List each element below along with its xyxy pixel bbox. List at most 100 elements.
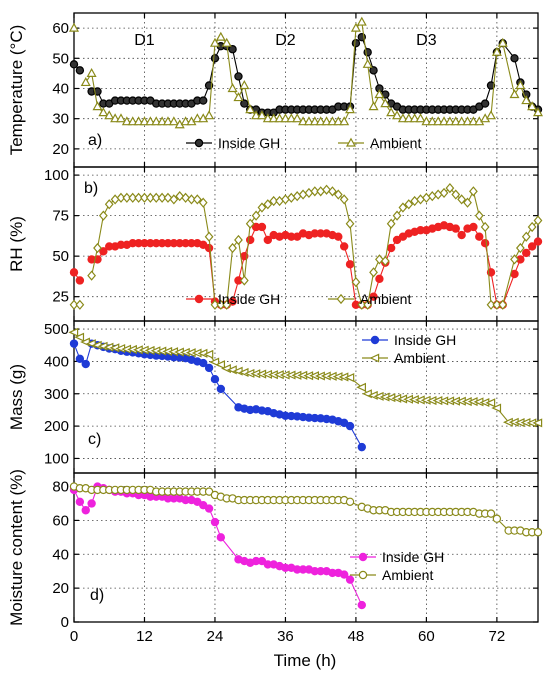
data-point: [457, 230, 466, 240]
legend-label: Ambient: [370, 135, 421, 151]
data-point: [333, 189, 343, 200]
data-point: [485, 110, 497, 120]
data-point: [357, 442, 366, 452]
data-point: [510, 269, 519, 279]
panel-d: 0 20 40 60 80 Moisture content (%) d) Inside GH…: [7, 469, 543, 645]
legend-swatch-marker: [345, 137, 357, 147]
data-point: [457, 194, 467, 205]
data-point: [216, 384, 226, 394]
data-point: [92, 101, 103, 111]
data-point: [339, 194, 349, 205]
data-point: [269, 195, 279, 207]
data-point: [486, 299, 496, 310]
data-point: [380, 98, 391, 108]
legend-swatch-marker: [194, 294, 204, 304]
panel-label: a): [88, 132, 102, 149]
x-tick-label: 36: [277, 628, 294, 645]
data-point: [357, 600, 366, 610]
y-tick-label: 30: [52, 111, 69, 128]
data-point: [98, 107, 109, 117]
legend-swatch-marker: [358, 570, 368, 580]
plot-frame: [73, 320, 539, 474]
data-point: [533, 528, 543, 537]
data-point: [87, 499, 96, 508]
data-point: [427, 116, 438, 126]
data-point: [386, 243, 396, 253]
data-point: [286, 113, 297, 123]
data-point: [480, 238, 490, 248]
data-point: [181, 192, 190, 203]
data-point: [99, 247, 108, 256]
data-point: [298, 116, 309, 126]
data-point: [75, 276, 85, 285]
plot-frame: [73, 472, 539, 623]
panel-label: b): [84, 180, 98, 197]
data-point: [369, 292, 378, 301]
data-point: [433, 189, 443, 200]
data-point: [215, 360, 226, 370]
data-point: [162, 116, 173, 126]
data-point: [532, 418, 543, 428]
data-point: [445, 182, 455, 194]
x-tick-label: 48: [348, 628, 365, 645]
data-point: [228, 297, 237, 306]
legend-swatch-marker: [370, 335, 380, 345]
data-point: [369, 66, 378, 75]
data-point: [397, 113, 408, 123]
data-point: [469, 186, 478, 197]
data-point: [98, 210, 108, 221]
data-point: [532, 107, 544, 117]
data-point: [334, 232, 343, 241]
data-point: [75, 497, 85, 506]
data-point: [480, 99, 490, 108]
data-point: [204, 363, 214, 373]
day-label: D2: [275, 32, 296, 49]
data-point: [145, 116, 156, 126]
data-point: [199, 96, 208, 105]
data-point: [87, 270, 97, 281]
data-point: [245, 218, 255, 229]
data-point: [475, 232, 484, 241]
data-point: [398, 202, 408, 213]
data-point: [350, 22, 361, 32]
x-tick-label: 24: [207, 628, 224, 645]
data-point: [515, 80, 526, 90]
data-point: [450, 116, 461, 126]
data-point: [386, 218, 396, 229]
data-point: [356, 16, 367, 26]
data-point: [140, 192, 149, 203]
data-point: [281, 194, 290, 205]
data-point: [356, 382, 366, 392]
data-point: [110, 194, 120, 205]
data-point: [240, 99, 249, 108]
data-point: [485, 398, 496, 408]
data-point: [145, 192, 155, 203]
data-point: [409, 113, 420, 123]
data-point: [204, 110, 215, 120]
data-point: [345, 218, 355, 229]
legend-label: Ambient: [394, 350, 445, 366]
y-tick-label: 500: [44, 321, 69, 338]
data-point: [533, 237, 543, 246]
data-point: [404, 199, 414, 210]
data-point: [333, 116, 344, 126]
data-point: [421, 116, 432, 126]
y-tick-label: 60: [52, 512, 69, 529]
data-point: [133, 116, 144, 126]
data-point: [221, 37, 232, 47]
x-tick-label: 60: [418, 628, 435, 645]
data-point: [81, 506, 90, 515]
data-point: [403, 113, 414, 123]
panel-label: d): [90, 587, 104, 604]
data-point: [228, 45, 237, 54]
data-point: [268, 113, 279, 123]
data-point: [345, 260, 355, 269]
data-point: [116, 192, 126, 203]
data-point: [216, 533, 226, 542]
data-point: [216, 299, 226, 310]
data-point: [204, 231, 214, 242]
data-point: [257, 202, 267, 213]
panel-b: 25 50 75 100 RH (%) b) Inside GH Ambient: [7, 166, 543, 322]
data-point: [527, 101, 538, 111]
data-point: [210, 54, 220, 63]
